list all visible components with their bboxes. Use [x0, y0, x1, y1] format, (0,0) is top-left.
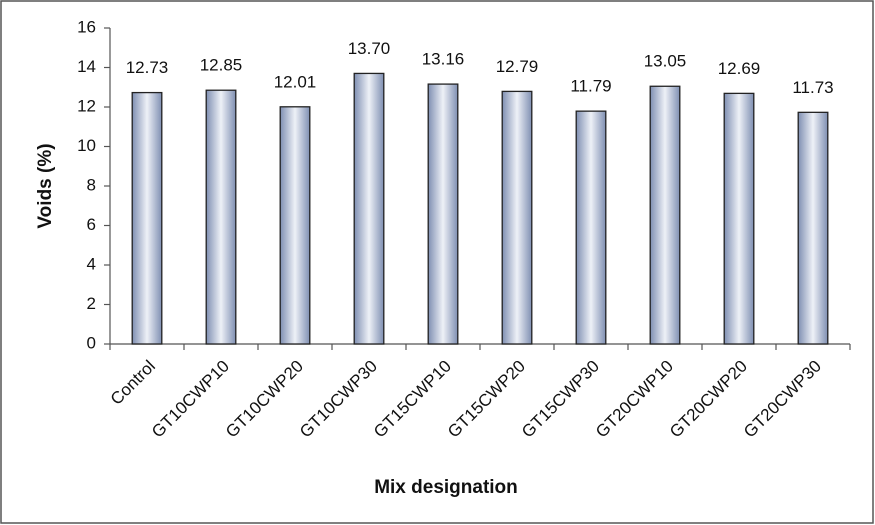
bar	[723, 92, 755, 345]
value-label: 13.70	[348, 39, 391, 58]
y-tick-label: 10	[77, 136, 96, 155]
bar	[575, 110, 607, 345]
bar	[205, 89, 237, 345]
y-tick-label: 6	[87, 215, 96, 234]
bar	[649, 85, 681, 345]
y-tick-label: 0	[87, 333, 96, 352]
y-tick-label: 4	[87, 254, 96, 273]
value-label: 12.73	[126, 58, 169, 77]
value-label: 12.79	[496, 57, 539, 76]
value-label: 13.16	[422, 50, 465, 69]
value-label: 13.05	[644, 52, 687, 71]
bar	[501, 90, 533, 345]
bar	[427, 83, 459, 345]
value-label: 11.79	[570, 77, 611, 96]
y-tick-label: 8	[87, 175, 96, 194]
y-axis-title: Voids (%)	[35, 143, 56, 228]
value-label: 12.01	[274, 72, 317, 91]
bar	[131, 91, 163, 345]
y-tick-label: 2	[87, 294, 96, 313]
y-tick-label: 16	[77, 17, 96, 36]
bar	[797, 111, 829, 345]
y-tick-label: 12	[77, 96, 96, 115]
bar	[353, 72, 385, 345]
x-axis-title: Mix designation	[374, 477, 518, 498]
value-label: 11.73	[792, 78, 833, 97]
y-tick-label: 14	[77, 57, 96, 76]
bar	[279, 106, 311, 345]
value-label: 12.85	[200, 56, 243, 75]
value-label: 12.69	[718, 59, 761, 78]
